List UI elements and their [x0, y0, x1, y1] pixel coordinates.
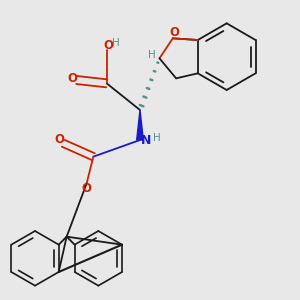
Text: O: O — [54, 134, 64, 146]
Polygon shape — [137, 110, 143, 140]
Text: O: O — [82, 182, 92, 194]
Text: H: H — [153, 133, 160, 143]
Text: H: H — [148, 50, 156, 60]
Text: N: N — [141, 134, 151, 147]
Text: O: O — [169, 26, 179, 40]
Text: O: O — [68, 72, 78, 85]
Text: H: H — [112, 38, 119, 48]
Text: O: O — [103, 40, 113, 52]
